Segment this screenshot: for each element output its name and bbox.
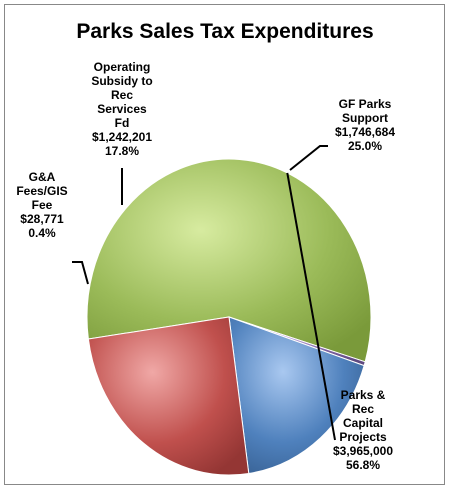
data-label-operating-subsidy: Operating Subsidy to Rec Services Fd $1,242,2… [64,60,180,158]
label-line: Parks & [340,388,386,402]
slice-parks-rec-capital [86,158,372,363]
label-line: Rec [351,402,374,416]
chart-title: Parks Sales Tax Expenditures [76,20,374,43]
slice-operating-subsidy [228,316,365,475]
data-label-parks-rec-capital: Parks & Rec Capital Projects $3,965,000 56.8% [318,388,408,472]
slice-percent: 56.8% [345,458,381,472]
label-line: Capital [342,416,383,430]
label-line: GF Parks [338,97,392,111]
label-line: Services [97,102,147,116]
label-line: G&A [28,170,56,184]
slice-percent: 17.8% [104,144,140,158]
leader-parks-rec-capital [286,172,336,441]
slice-amount: $1,746,684 [334,125,396,139]
data-label-ga-fees: G&A Fees/GIS Fee $28,771 0.4% [0,170,84,240]
label-line: Fd [114,116,130,130]
slice-percent: 25.0% [347,139,383,153]
label-line: Projects [339,430,387,444]
slice-gf-parks-support [87,316,250,476]
label-line: Operating [93,60,151,74]
label-line: Support [342,111,388,125]
leader-gf-parks-support [289,145,328,171]
label-line: Rec [110,88,133,102]
label-line: Fee [31,198,53,212]
leader-ga-fees [72,261,89,285]
slice-amount: $28,771 [20,212,64,226]
slice-percent: 0.4% [28,226,56,240]
data-label-gf-parks-support: GF Parks Support $1,746,684 25.0% [318,97,412,153]
slice-amount: $3,965,000 [332,444,394,458]
label-line: Subsidy to [91,74,153,88]
label-line: Fees/GIS [16,184,68,198]
slice-amount: $1,242,201 [91,130,153,144]
